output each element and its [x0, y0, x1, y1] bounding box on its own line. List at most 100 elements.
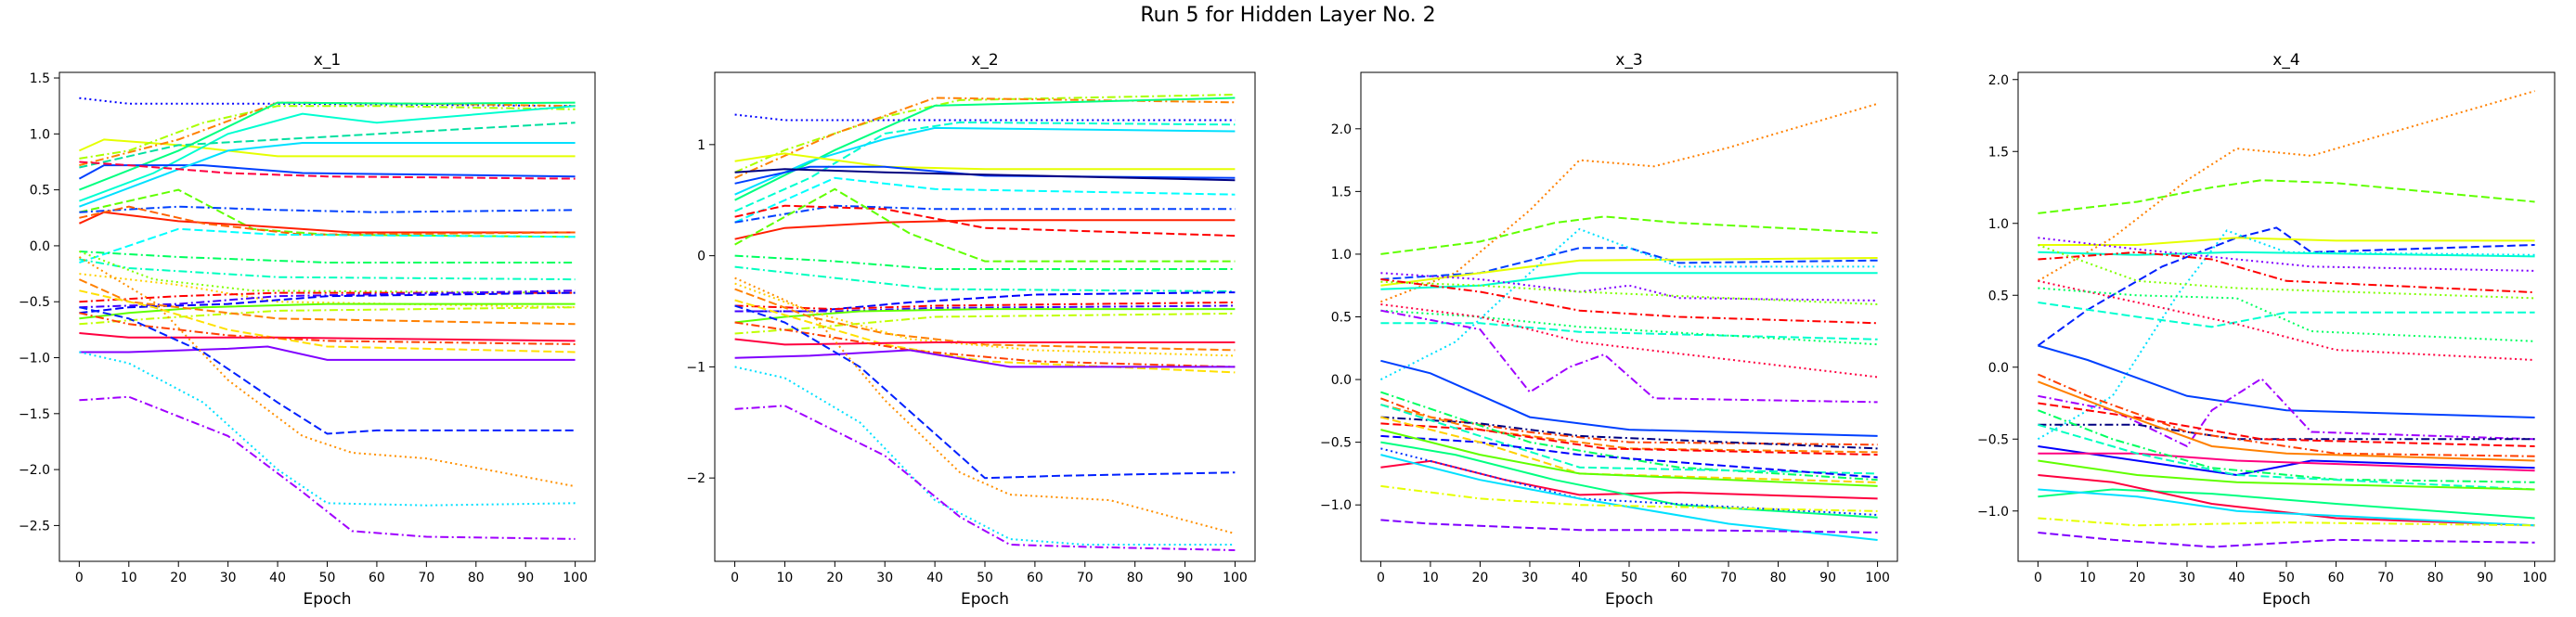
series-line	[79, 345, 576, 361]
series-group	[734, 94, 1236, 551]
series-line	[2038, 251, 2535, 294]
series-line	[78, 256, 576, 488]
y-tick-label: 0.5	[1988, 289, 2009, 303]
series-line	[79, 332, 576, 342]
series-line	[1380, 280, 1878, 305]
series-line	[79, 96, 576, 108]
series-line	[1380, 519, 1878, 533]
x-tick-label: 50	[319, 571, 336, 585]
series-line	[2038, 452, 2535, 472]
series-line	[734, 96, 1236, 201]
series-line	[2038, 445, 2535, 477]
x-tick-label: 10	[2079, 571, 2096, 585]
series-line	[79, 101, 576, 191]
x-tick-label: 90	[1177, 571, 1194, 585]
x-axis-label: Epoch	[303, 590, 351, 609]
series-line	[734, 308, 1236, 324]
series-line	[1380, 102, 1878, 303]
series-line	[1379, 227, 1878, 380]
series-line	[734, 366, 1236, 546]
x-tick-label: 80	[1127, 571, 1144, 585]
y-tick-label: 2.0	[1988, 73, 2009, 88]
series-line	[79, 395, 576, 540]
series-line	[1380, 272, 1878, 290]
subplot-title: x_1	[314, 51, 341, 70]
chart-panel-2: 0 10 20 30 40 50 60 70 80 90 100 −2 −1 0 1 x_2 Epoch	[686, 51, 1256, 609]
series-line	[78, 211, 576, 234]
x-tick-label: 50	[2278, 571, 2295, 585]
series-line	[79, 142, 576, 208]
subplot-title: x_4	[2272, 51, 2299, 70]
x-tick-label: 10	[121, 571, 137, 585]
x-tick-label: 30	[876, 571, 893, 585]
series-line	[2038, 423, 2535, 441]
series-line	[1380, 257, 1878, 287]
y-tick-label: −0.5	[19, 295, 50, 310]
series-group	[78, 96, 576, 540]
series-line	[2038, 488, 2535, 520]
y-tick-label: −2	[686, 471, 705, 486]
y-tick-label: 1.0	[30, 127, 50, 142]
series-line	[2038, 244, 2535, 300]
series-line	[2038, 402, 2535, 447]
series-line	[1380, 359, 1878, 437]
series-line	[79, 122, 576, 169]
series-line	[2038, 474, 2535, 527]
series-line	[78, 278, 576, 326]
series-line	[78, 164, 576, 180]
x-tick-label: 70	[1077, 571, 1094, 585]
y-tick-label: 0.0	[1331, 373, 1352, 388]
y-tick-label: −1.0	[1977, 505, 2009, 520]
series-line	[734, 265, 1236, 292]
series-line	[1380, 397, 1878, 446]
chart-panel-4: 0 10 20 30 40 50 60 70 80 90 100 −1.0 −0.5 0.0 0.5 1.0 1…	[1977, 51, 2556, 609]
y-tick-label: 1.5	[1988, 145, 2009, 160]
series-line	[1380, 272, 1878, 302]
series-line	[1380, 404, 1878, 454]
x-tick-label: 20	[1472, 571, 1489, 585]
x-tick-label: 20	[170, 571, 187, 585]
series-line	[734, 204, 1236, 238]
y-tick-label: 1.5	[30, 71, 50, 86]
series-line	[79, 289, 576, 353]
x-tick-label: 0	[75, 571, 84, 585]
series-line	[734, 291, 1236, 313]
series-line	[734, 304, 1236, 480]
series-line	[79, 302, 576, 320]
series-line	[79, 205, 576, 213]
y-tick-label: −2.0	[19, 463, 50, 478]
series-line	[2038, 517, 2535, 527]
x-tick-label: 100	[563, 571, 588, 585]
series-line	[2038, 423, 2535, 491]
series-line	[734, 126, 1236, 196]
series-line	[1380, 278, 1878, 325]
series-line	[1380, 309, 1878, 404]
series-line	[2038, 459, 2535, 491]
series-line	[1380, 416, 1878, 450]
x-tick-label: 40	[2229, 571, 2246, 585]
series-line	[2038, 287, 2535, 342]
series-line	[734, 168, 1236, 182]
series-line	[1380, 404, 1878, 475]
series-line	[1380, 391, 1878, 482]
figure-title: Run 5 for Hidden Layer No. 2	[1140, 4, 1436, 27]
series-line	[1380, 441, 1878, 519]
x-tick-label: 20	[826, 571, 843, 585]
x-tick-label: 0	[1377, 571, 1385, 585]
series-line	[734, 219, 1236, 240]
series-line	[734, 276, 1236, 535]
x-tick-label: 80	[2427, 571, 2444, 585]
series-line	[734, 321, 1236, 368]
series-line	[1380, 454, 1878, 541]
y-tick-label: 0	[697, 250, 705, 264]
x-tick-label: 60	[1671, 571, 1688, 585]
y-tick-label: 0.0	[30, 239, 50, 254]
x-tick-label: 40	[1572, 571, 1588, 585]
x-tick-label: 60	[2328, 571, 2345, 585]
series-line	[1380, 447, 1878, 516]
x-axis-label: Epoch	[961, 590, 1009, 609]
series-line	[2038, 179, 2535, 214]
axes-frame	[1360, 71, 1898, 562]
y-tick-label: 0.0	[1988, 361, 2009, 376]
x-tick-label: 90	[1819, 571, 1836, 585]
